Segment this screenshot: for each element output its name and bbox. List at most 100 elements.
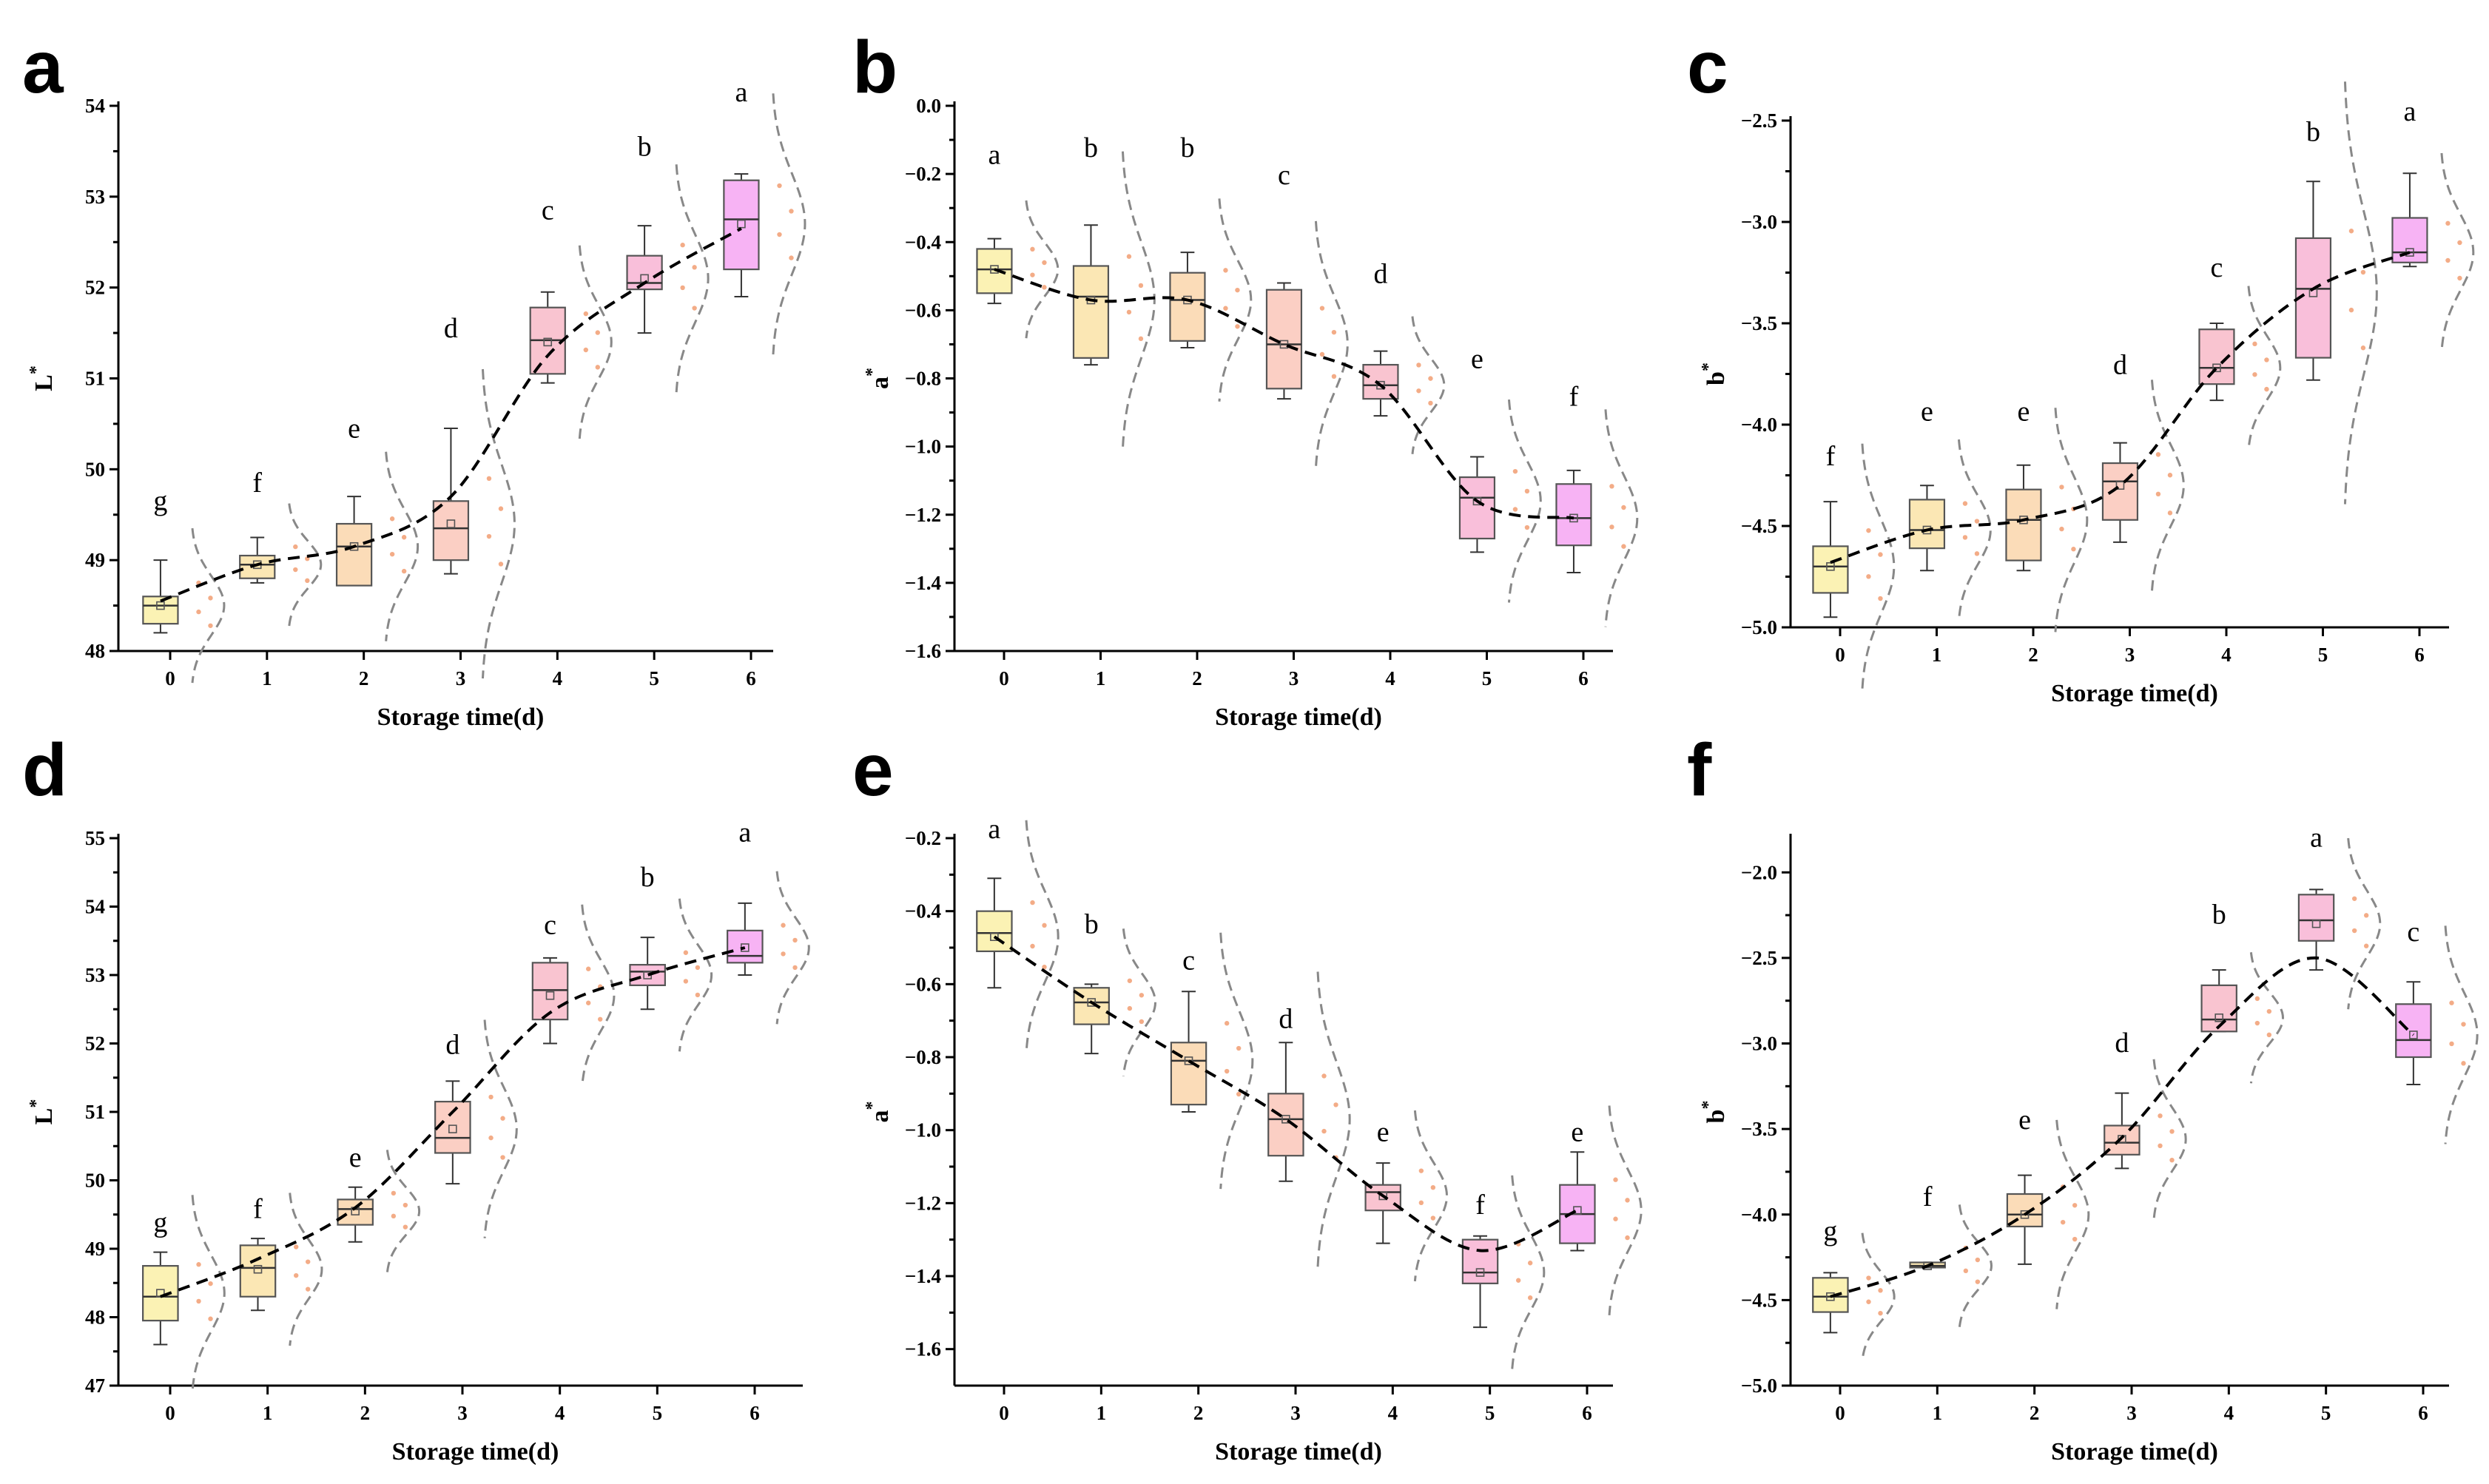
- significance-letter: b: [641, 862, 655, 893]
- y-tick-label: 55: [85, 827, 105, 849]
- data-point: [2264, 357, 2269, 362]
- y-tick-label: −3.5: [1741, 312, 1777, 334]
- data-point: [2169, 1129, 2175, 1134]
- box-iqr: [2101, 462, 2139, 521]
- panel-letter: d: [22, 729, 67, 812]
- data-point: [1524, 525, 1530, 530]
- y-tick-label: −0.2: [905, 163, 941, 185]
- distribution-curve: [1025, 200, 1060, 339]
- data-point: [1331, 329, 1337, 335]
- box-iqr: [239, 554, 276, 579]
- data-point: [680, 285, 685, 291]
- data-point: [2252, 372, 2257, 377]
- data-point: [500, 1155, 505, 1160]
- data-point: [488, 1135, 494, 1141]
- x-axis-title: Storage time(d): [2051, 1438, 2218, 1466]
- data-point: [1527, 1295, 1533, 1301]
- x-tick-label: 1: [262, 667, 272, 689]
- significance-letter: a: [735, 77, 747, 108]
- data-point: [1512, 468, 1518, 474]
- y-tick-label: 47: [85, 1375, 105, 1397]
- data-point: [1866, 1299, 1871, 1304]
- data-point: [1512, 507, 1518, 512]
- panel-c: c −5.0 −4.5 −4.0 −3.5 −3.0 −2.5 0 1 2 3 4 5 6 Storage …: [1687, 26, 2475, 707]
- box-iqr: [1362, 363, 1399, 400]
- box-day-2: [2006, 1119, 2090, 1309]
- x-tick-label: 1: [1097, 1402, 1107, 1424]
- data-point: [2059, 485, 2064, 490]
- y-tick-label: 54: [85, 95, 105, 117]
- significance-letter: b: [638, 132, 652, 163]
- trend-line: [994, 268, 1574, 520]
- data-point: [488, 1094, 494, 1100]
- significance-letter: f: [1923, 1181, 1933, 1213]
- distribution-curve: [191, 527, 226, 684]
- y-tick-label: −1.4: [905, 572, 941, 594]
- significance-letter: b: [2306, 116, 2320, 147]
- box-day-3: [1265, 220, 1349, 468]
- box-day-6: [2391, 152, 2475, 352]
- data-point: [498, 561, 504, 567]
- x-tick-label: 2: [2030, 1402, 2040, 1424]
- data-point: [586, 966, 591, 971]
- data-point: [1138, 283, 1144, 289]
- data-point: [2348, 229, 2354, 234]
- y-tick-label: −1.0: [905, 1119, 941, 1141]
- data-point: [306, 1286, 311, 1292]
- x-tick-label: 3: [457, 1402, 468, 1424]
- data-point: [1621, 544, 1626, 549]
- mean-marker: [1378, 1191, 1387, 1201]
- data-point: [293, 567, 298, 573]
- data-point: [2461, 1022, 2466, 1027]
- mean-marker: [2311, 919, 2321, 928]
- data-point: [586, 1000, 591, 1005]
- box-iqr: [1169, 271, 1206, 342]
- significance-letter: f: [253, 1193, 263, 1224]
- distribution-curve: [385, 451, 420, 641]
- y-tick-label: −0.8: [905, 368, 941, 390]
- data-point: [1428, 376, 1433, 381]
- data-point: [1321, 1128, 1327, 1134]
- y-tick-label: 50: [85, 458, 105, 480]
- significance-letter: c: [544, 910, 556, 941]
- data-point: [1138, 336, 1144, 342]
- x-tick-label: 4: [1388, 1402, 1398, 1424]
- significance-letter: c: [2211, 252, 2223, 283]
- panel-letter: e: [852, 729, 894, 812]
- y-tick-label: −5.0: [1741, 1375, 1777, 1397]
- mean-marker: [543, 337, 553, 347]
- significance-letter: b: [1180, 132, 1194, 163]
- data-point: [1042, 260, 1047, 266]
- data-point: [1974, 519, 1980, 524]
- data-point: [1235, 324, 1240, 329]
- data-point: [1127, 978, 1133, 983]
- distribution-curve: [581, 904, 616, 1087]
- data-point: [391, 1213, 397, 1219]
- x-tick-label: 1: [263, 1402, 273, 1424]
- mean-marker: [1184, 1056, 1193, 1065]
- box-iqr: [2294, 237, 2332, 359]
- box-day-3: [2101, 380, 2185, 592]
- panel-b: b −1.6 −1.4 −1.2 −1.0 −0.8 −0.6 −0.4 −0.2 0.0 0 1 2 3…: [852, 26, 1639, 731]
- box-iqr: [1812, 1277, 1849, 1313]
- y-tick-label: 53: [85, 964, 105, 986]
- x-tick-label: 5: [653, 1402, 663, 1424]
- distribution-curve: [289, 1193, 323, 1346]
- y-tick-label: 50: [85, 1170, 105, 1192]
- x-tick-label: 1: [1932, 644, 1942, 666]
- x-tick-label: 0: [1835, 1402, 1845, 1424]
- distribution-curve: [481, 368, 516, 679]
- distribution-curve: [678, 898, 713, 1052]
- y-tick-label: −3.0: [1741, 1033, 1777, 1055]
- distribution-curve: [1608, 1105, 1643, 1316]
- box-iqr: [1072, 265, 1110, 359]
- x-tick-label: 6: [1582, 1402, 1592, 1424]
- data-point: [389, 551, 395, 557]
- data-point: [777, 183, 782, 189]
- distribution-curve: [2440, 152, 2475, 352]
- data-point: [1223, 268, 1228, 273]
- data-point: [2363, 943, 2369, 948]
- data-point: [2449, 1041, 2454, 1047]
- data-point: [2072, 1236, 2078, 1242]
- significance-letter: d: [1373, 259, 1387, 290]
